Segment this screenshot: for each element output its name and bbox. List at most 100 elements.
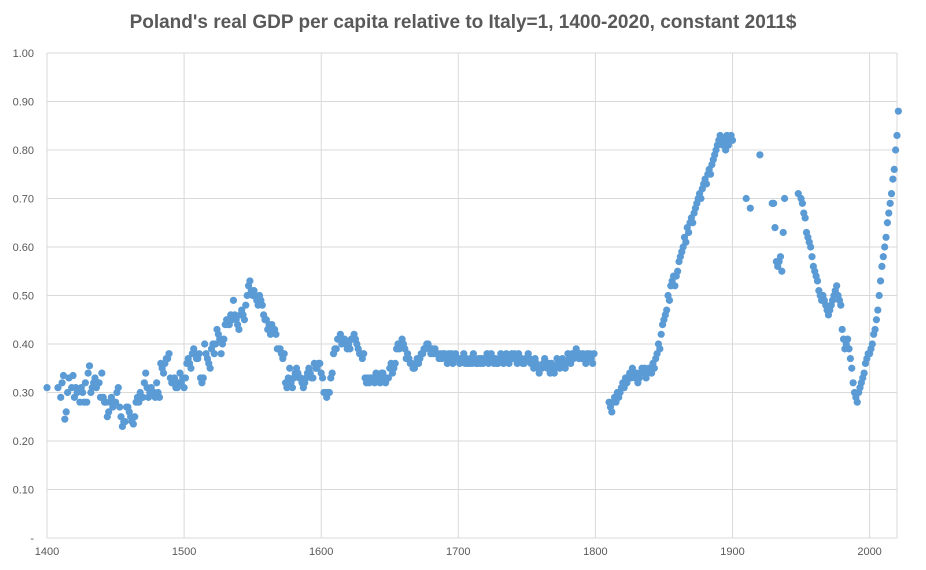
data-point <box>220 335 228 343</box>
data-point <box>159 369 168 377</box>
y-axis-ticks: - 0.10 0.20 0.30 0.40 0.50 0.60 0.70 0.80 0.90 1.0… <box>13 48 35 545</box>
data-point <box>272 330 280 338</box>
data-point <box>742 194 750 203</box>
data-point <box>288 384 297 392</box>
data-point <box>890 165 898 173</box>
data-point <box>85 362 94 370</box>
chart-title: Poland's real GDP per capita relative to… <box>129 12 797 33</box>
data-point <box>674 267 682 275</box>
data-point <box>114 384 122 392</box>
data-point <box>105 408 113 416</box>
data-point <box>328 369 336 377</box>
data-point <box>886 199 894 207</box>
data-point <box>58 379 66 387</box>
data-point <box>689 219 697 227</box>
data-point <box>246 277 254 285</box>
data-point <box>153 379 161 387</box>
data-point <box>756 151 764 159</box>
data-point <box>813 277 822 285</box>
data-point <box>57 393 65 401</box>
data-point <box>885 209 893 217</box>
data-point <box>59 371 68 380</box>
data-point <box>325 388 334 397</box>
data-point <box>199 374 207 382</box>
data-point <box>868 340 876 348</box>
x-axis-ticks: 1400 1500 1600 1700 1800 1900 2000 <box>35 546 882 558</box>
data-point <box>780 194 789 203</box>
y-tick-label: 0.50 <box>13 291 34 303</box>
data-point <box>280 350 288 358</box>
data-point <box>217 350 225 358</box>
data-point <box>881 243 889 251</box>
y-tick-label: 0.70 <box>13 194 34 206</box>
data-point <box>697 194 705 203</box>
data-point <box>318 374 327 382</box>
x-tick-label: 1400 <box>35 546 59 558</box>
data-point <box>746 204 754 212</box>
data-point <box>210 350 218 358</box>
data-point <box>391 359 399 367</box>
data-point <box>240 316 249 324</box>
data-point <box>882 233 890 241</box>
data-point <box>770 199 778 207</box>
data-point <box>848 364 856 372</box>
data-point <box>62 408 70 416</box>
data-point <box>229 296 238 304</box>
data-point <box>142 369 150 377</box>
data-point <box>663 306 671 314</box>
data-point <box>845 345 853 353</box>
data-point <box>860 369 868 377</box>
data-point <box>876 277 885 285</box>
data-point <box>376 379 384 387</box>
y-tick-label: 0.90 <box>13 97 34 109</box>
data-point <box>893 131 901 140</box>
data-point <box>807 243 815 251</box>
data-point <box>875 291 883 300</box>
data-point <box>801 214 809 222</box>
data-point <box>61 415 69 423</box>
data-point <box>838 325 846 334</box>
data-point <box>871 325 879 334</box>
data-point <box>309 374 317 382</box>
data-point <box>846 354 854 363</box>
data-point <box>889 175 897 183</box>
data-point <box>258 301 266 309</box>
data-point <box>81 379 89 387</box>
data-point <box>589 359 597 367</box>
data-point <box>706 170 715 178</box>
data-point <box>165 350 173 358</box>
data-point <box>332 345 340 353</box>
data-point <box>685 228 693 237</box>
data-point <box>384 374 392 382</box>
data-point <box>808 253 816 261</box>
grid-lines <box>46 52 898 539</box>
data-point <box>833 282 841 290</box>
data-point <box>844 335 852 343</box>
data-point <box>702 180 711 188</box>
data-point <box>116 403 124 411</box>
data-point <box>63 388 72 397</box>
data-point <box>657 330 665 338</box>
x-tick-label: 1800 <box>583 546 607 558</box>
y-tick-label: 0.60 <box>13 242 34 254</box>
data-point <box>83 398 91 406</box>
data-point <box>43 384 51 392</box>
data-point <box>286 364 294 372</box>
data-point <box>872 316 881 324</box>
data-point <box>170 374 179 382</box>
data-point <box>853 398 861 406</box>
data-point <box>776 253 785 261</box>
x-tick-label: 1500 <box>172 546 196 558</box>
data-point <box>111 398 120 406</box>
data-point <box>879 253 887 261</box>
data-point <box>139 393 147 401</box>
data-point <box>650 364 658 372</box>
data-points <box>43 107 902 431</box>
y-tick-label: - <box>30 533 34 545</box>
data-point <box>180 384 188 392</box>
data-point <box>98 369 106 377</box>
data-point <box>671 282 679 290</box>
y-tick-label: 0.30 <box>13 388 34 400</box>
y-tick-label: 1.00 <box>13 48 34 60</box>
